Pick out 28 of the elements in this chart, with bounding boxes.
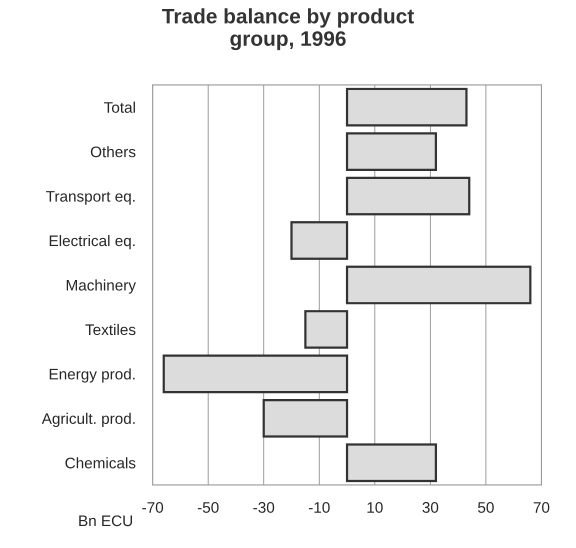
bar [346, 132, 438, 171]
x-tick-label: -50 [198, 502, 219, 513]
chart-title: Trade balance by product group, 1996 [162, 8, 414, 50]
y-tick-label: Electrical eq. [50, 234, 135, 250]
bar [346, 443, 438, 482]
y-tick-label: Machinery [66, 279, 136, 294]
x-axis-title: Bn ECU [79, 515, 132, 526]
x-tick-label: 30 [422, 502, 438, 513]
x-tick-label: -30 [253, 502, 274, 513]
bar [304, 310, 348, 349]
bar [162, 354, 348, 394]
x-tick-label: -70 [142, 502, 164, 513]
x-tick-label: -10 [308, 502, 330, 513]
bar [262, 398, 348, 438]
x-tick-label: 70 [534, 502, 550, 513]
y-tick-label: Transport eq. [46, 191, 135, 205]
bar [346, 266, 532, 304]
bar [290, 221, 348, 260]
y-tick-label: Total [104, 102, 135, 113]
bar [346, 88, 468, 126]
y-tick-label: Textiles [85, 324, 136, 336]
bar [346, 176, 470, 216]
y-tick-label: Others [90, 146, 136, 158]
y-tick-label: Energy prod. [50, 368, 135, 383]
y-tick-label: Chemicals [65, 457, 136, 468]
x-tick-label: 50 [478, 502, 494, 513]
x-tick-label: 10 [367, 502, 383, 513]
y-tick-label: Agricult. prod. [42, 412, 135, 428]
